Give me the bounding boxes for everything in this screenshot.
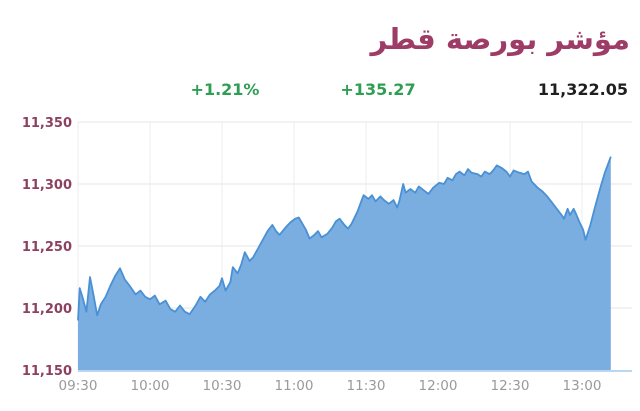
x-axis-tick-label: 09:30: [59, 378, 98, 394]
x-axis-tick-label: 11:30: [347, 378, 386, 394]
y-axis-tick-label: 11,350: [22, 116, 72, 131]
y-axis-tick-label: 11,150: [22, 364, 72, 379]
last-value-label: 11,322.05: [537, 80, 628, 99]
y-axis-tick-label: 11,200: [22, 302, 72, 317]
area-series-line: [77, 156, 612, 321]
x-axis-tick-label: 11:00: [275, 378, 314, 394]
x-axis-tick-label: 10:00: [131, 378, 170, 394]
x-axis-tick-label: 13:00: [563, 378, 602, 394]
x-axis-tick-label: 12:30: [491, 378, 530, 394]
chart-title: مؤشر بورصة قطر: [370, 22, 630, 56]
y-axis-tick-label: 11,250: [22, 240, 72, 255]
x-axis-tick-label: 10:30: [203, 378, 242, 394]
percent-change-label: +1.21%: [190, 80, 260, 99]
area-series-fill: [78, 156, 611, 370]
x-axis-tick-label: 12:00: [419, 378, 458, 394]
y-axis-tick-label: 11,300: [22, 178, 72, 193]
points-change-label: +135.27: [340, 80, 416, 99]
